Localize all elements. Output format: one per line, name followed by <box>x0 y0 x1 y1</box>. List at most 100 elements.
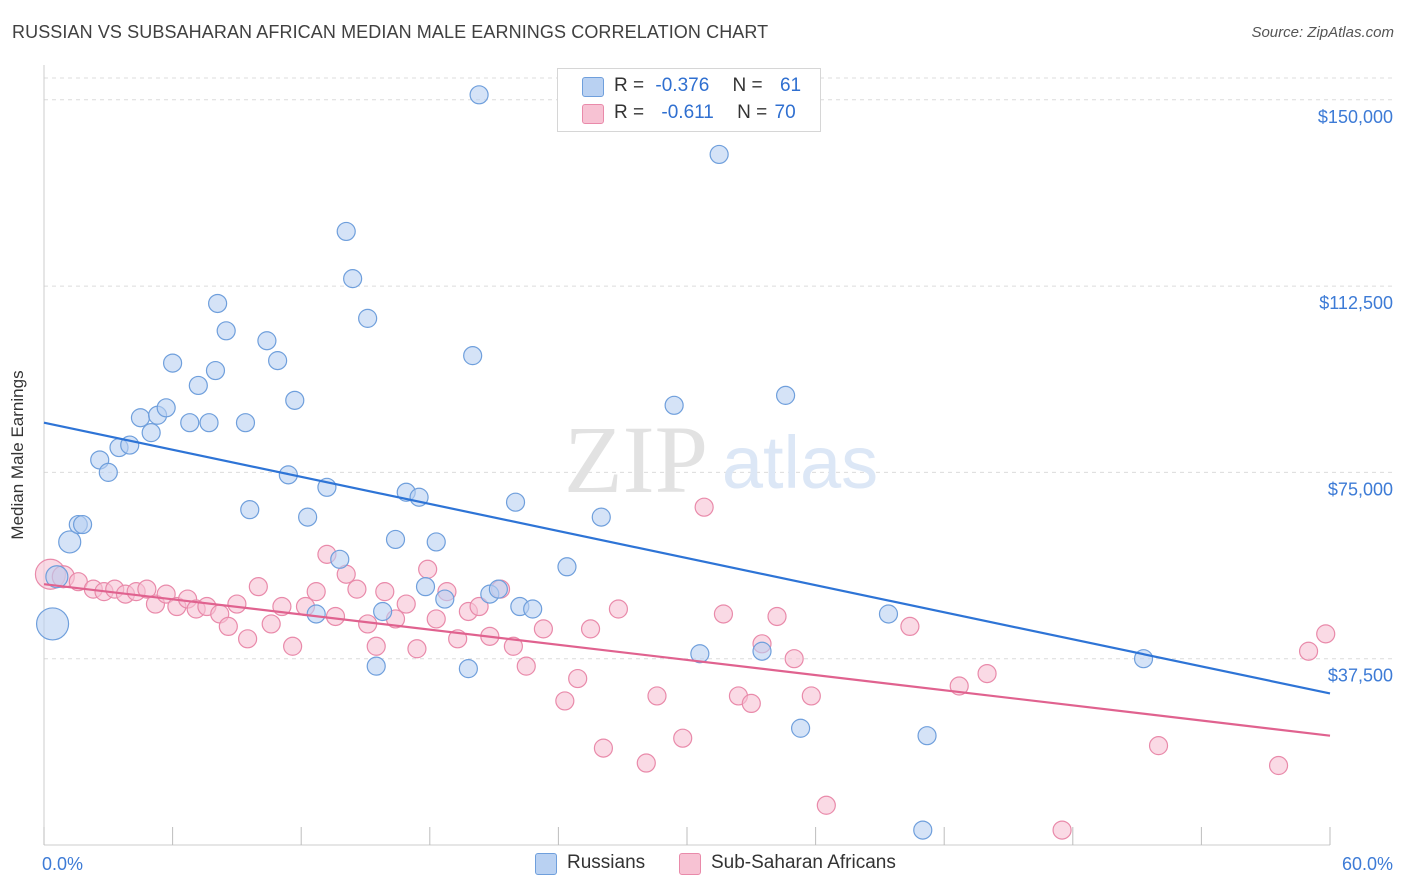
africans-legend-label: Sub-Saharan Africans <box>711 852 896 873</box>
africans-legend-swatch <box>679 853 701 875</box>
russians-point <box>358 308 378 328</box>
russians-point <box>235 413 256 433</box>
russians-point <box>240 500 260 520</box>
africans-point <box>418 559 438 579</box>
russians-point <box>180 413 200 433</box>
africans-point <box>900 616 920 637</box>
russians-point <box>208 293 228 314</box>
africans-point <box>977 663 997 684</box>
russians-point <box>426 532 446 552</box>
russians-point <box>343 269 363 289</box>
russians-point <box>199 413 219 433</box>
africans-point <box>1148 736 1169 756</box>
y-tick-label: $112,500 <box>1319 293 1393 313</box>
watermark-atlas: atlas <box>722 421 878 504</box>
africans-point <box>218 616 238 637</box>
africans-point <box>741 693 761 714</box>
russians-trend-line <box>43 421 1331 695</box>
africans-point <box>325 606 346 627</box>
russians-point <box>141 423 161 443</box>
africans-point <box>593 738 614 758</box>
x-tick-label-min: 0.0% <box>42 854 83 874</box>
africans-point <box>516 656 536 676</box>
russians-point <box>45 565 69 589</box>
russians-point <box>505 492 526 512</box>
africans-point <box>555 691 575 711</box>
russians-point <box>330 549 350 569</box>
series-africans-points <box>34 497 1336 840</box>
y-tick-label: $150,000 <box>1318 107 1393 127</box>
africans-point <box>137 579 157 599</box>
africans-point <box>227 594 247 614</box>
y-tick-label: $75,000 <box>1328 479 1393 499</box>
tick-labels: $37,500 $75,000 $112,500 $150,000 0.0% 60.0% <box>42 107 1393 874</box>
russians-point <box>557 557 577 577</box>
africans-point <box>238 629 258 649</box>
legend-n-label: N = <box>732 75 763 96</box>
russians-swatch <box>582 77 604 97</box>
russians-point <box>385 529 406 550</box>
x-tick-label-max: 60.0% <box>1342 854 1393 874</box>
africans-point <box>1298 641 1319 661</box>
africans-point <box>375 582 395 602</box>
russians-point <box>878 604 899 624</box>
russians-point <box>188 375 208 396</box>
russians-point <box>130 408 151 428</box>
africans-point <box>426 609 446 629</box>
africans-point <box>636 753 656 773</box>
legend-n-value: 70 <box>774 102 796 123</box>
africans-point <box>248 577 268 597</box>
africans-point <box>1052 820 1072 840</box>
africans-point <box>767 606 787 627</box>
africans-point <box>533 619 553 639</box>
russians-point <box>917 726 937 746</box>
africans-point <box>396 594 416 614</box>
africans-point <box>580 619 601 639</box>
russians-point <box>415 577 436 597</box>
legend-r-label: R = <box>614 75 645 96</box>
russians-point <box>752 641 772 661</box>
russians-point <box>336 221 356 242</box>
africans-point <box>694 497 714 517</box>
africans-point <box>407 639 427 659</box>
russians-point <box>216 321 236 341</box>
africans-point <box>469 596 489 617</box>
russians-point <box>98 462 118 482</box>
russians-point <box>523 599 543 619</box>
russians-point <box>709 144 729 165</box>
russians-point <box>268 351 288 371</box>
russians-point <box>306 604 326 624</box>
grid-lines <box>44 77 1395 660</box>
y-tick-label: $37,500 <box>1328 666 1393 686</box>
russians-point <box>664 395 684 415</box>
russians-point <box>72 514 93 535</box>
russians-point <box>373 601 393 622</box>
watermark-zip: ZIP <box>564 406 708 513</box>
russians-point <box>35 607 70 641</box>
russians-point <box>58 530 82 554</box>
chart-title: RUSSIAN VS SUBSAHARAN AFRICAN MEDIAN MAL… <box>12 22 769 42</box>
russians-legend-swatch <box>535 853 557 875</box>
africans-point <box>784 649 804 669</box>
russians-point <box>298 507 318 527</box>
africans-point <box>283 636 303 656</box>
africans-point <box>1268 755 1289 776</box>
series-russians-points <box>35 85 1154 840</box>
russians-point <box>205 360 226 381</box>
russians-point <box>690 644 710 664</box>
africans-point <box>568 668 588 689</box>
russians-point <box>463 346 483 366</box>
stats-legend: R = -0.376 N = 61 R = -0.611 N = 70 <box>557 68 821 132</box>
africans-point <box>503 636 523 656</box>
legend-r-value: -0.611 <box>661 102 714 123</box>
legend-r-label: R = <box>614 102 645 123</box>
russians-point <box>285 390 305 410</box>
trend-lines <box>43 421 1331 737</box>
africans-point <box>347 579 367 599</box>
africans-point <box>366 636 386 656</box>
russians-point <box>790 718 811 738</box>
legend-n-label: N = <box>737 102 768 123</box>
africans-point <box>801 686 821 706</box>
russians-point <box>488 579 508 599</box>
